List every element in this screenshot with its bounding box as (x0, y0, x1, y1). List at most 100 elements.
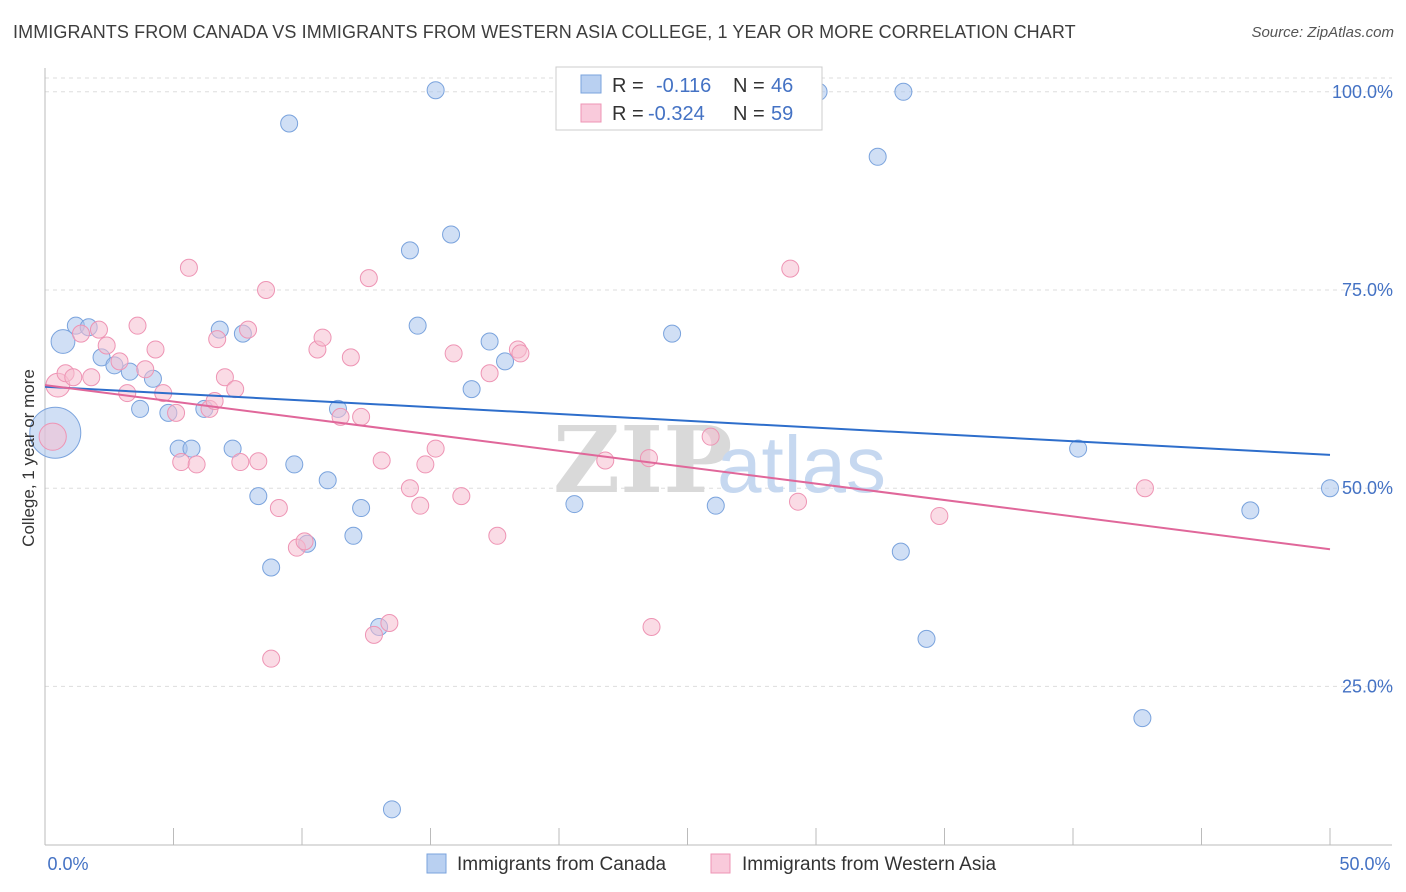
y-axis-label: College, 1 year or more (19, 369, 38, 547)
legend-n-value-1: 46 (771, 75, 793, 97)
point-western-asia (701, 427, 720, 446)
legend-swatch-canada (580, 74, 602, 94)
point-western-asia (372, 451, 391, 470)
series-label-western-asia: Immigrants from Western Asia (742, 854, 997, 875)
point-canada (1069, 439, 1088, 458)
point-western-asia (136, 360, 155, 379)
point-western-asia (239, 320, 258, 339)
point-canada (249, 487, 268, 506)
y-tick-label: 25.0% (1342, 676, 1393, 696)
point-western-asia (257, 281, 276, 299)
point-western-asia (226, 380, 245, 399)
legend-r-label-2: R = (612, 103, 644, 125)
point-canada (50, 329, 76, 354)
point-western-asia (352, 407, 371, 426)
point-canada (408, 316, 427, 335)
chart-title: IMMIGRANTS FROM CANADA VS IMMIGRANTS FRO… (13, 22, 1076, 42)
legend-r-value-1: -0.116 (656, 75, 711, 97)
point-western-asia (295, 532, 314, 551)
y-tick-label: 100.0% (1332, 82, 1393, 102)
point-western-asia (71, 324, 90, 343)
point-western-asia (359, 269, 378, 288)
trend-line-western-asia (44, 384, 1331, 551)
point-western-asia (215, 368, 234, 387)
trend-lines (44, 384, 1331, 551)
point-western-asia (341, 348, 360, 367)
point-canada (285, 455, 304, 474)
point-western-asia (146, 340, 165, 359)
point-western-asia (452, 487, 471, 506)
point-canada (1321, 479, 1339, 498)
y-tick-label: 75.0% (1342, 280, 1393, 300)
point-canada (565, 495, 584, 514)
legend-n-label-1: N = (733, 75, 765, 97)
point-western-asia (364, 625, 383, 644)
trend-line-canada (44, 385, 1331, 456)
legend-swatch-western-asia (580, 103, 602, 123)
y-tick-labels: 25.0% 50.0% 75.0% 100.0% (1332, 82, 1393, 697)
point-western-asia (511, 344, 530, 363)
point-canada (344, 526, 363, 545)
point-western-asia (400, 479, 419, 498)
point-western-asia (38, 422, 67, 451)
point-western-asia (82, 368, 101, 387)
point-western-asia (118, 384, 137, 403)
point-western-asia (262, 649, 281, 668)
point-western-asia (172, 453, 191, 472)
point-western-asia (789, 492, 808, 511)
point-canada (262, 558, 281, 577)
point-canada (223, 439, 242, 458)
data-points (29, 81, 1339, 819)
x-tick-labels: 0.0% 50.0% (47, 854, 1390, 874)
point-western-asia (110, 352, 129, 371)
legend-n-label-2: N = (733, 103, 765, 125)
point-western-asia (444, 344, 463, 363)
point-canada (496, 352, 515, 371)
point-western-asia (208, 330, 227, 349)
point-western-asia (64, 368, 83, 387)
point-western-asia (231, 453, 250, 472)
point-western-asia (249, 452, 268, 471)
point-western-asia (416, 455, 435, 474)
point-canada (280, 114, 299, 133)
point-canada (706, 496, 725, 515)
point-western-asia (480, 364, 499, 383)
point-western-asia (930, 506, 949, 525)
point-western-asia (781, 259, 800, 278)
legend-r-value-2: -0.324 (648, 103, 705, 125)
legend-n-value-2: 59 (771, 103, 793, 125)
series-swatch-western-asia (710, 853, 731, 874)
y-tick-label: 50.0% (1342, 478, 1393, 498)
point-western-asia (97, 336, 116, 355)
point-canada (480, 332, 499, 351)
grid-lines (45, 77, 1392, 687)
series-swatch-canada (426, 853, 447, 874)
point-western-asia (269, 499, 288, 518)
point-western-asia (128, 316, 147, 335)
point-western-asia (411, 496, 430, 515)
point-canada (382, 800, 401, 819)
point-canada (894, 82, 913, 101)
point-western-asia (167, 403, 186, 422)
point-canada (891, 542, 910, 561)
point-western-asia (89, 320, 108, 339)
source-credit: Source: ZipAtlas.com (1251, 24, 1394, 41)
point-western-asia (187, 455, 206, 474)
point-western-asia (331, 407, 350, 426)
point-canada (917, 629, 936, 648)
x-tick-label: 50.0% (1339, 854, 1390, 874)
point-canada (426, 81, 445, 100)
point-canada (131, 399, 150, 418)
x-tick-label: 0.0% (47, 854, 88, 874)
point-canada (663, 324, 682, 343)
point-canada (400, 241, 419, 260)
point-western-asia (179, 258, 198, 277)
stats-legend: R = -0.116 N = 46 R = -0.324 N = 59 (555, 66, 823, 131)
point-western-asia (488, 526, 507, 545)
point-western-asia (642, 617, 661, 636)
point-western-asia (426, 439, 445, 458)
point-western-asia (596, 451, 615, 470)
point-canada (462, 380, 481, 399)
point-canada (868, 147, 887, 166)
